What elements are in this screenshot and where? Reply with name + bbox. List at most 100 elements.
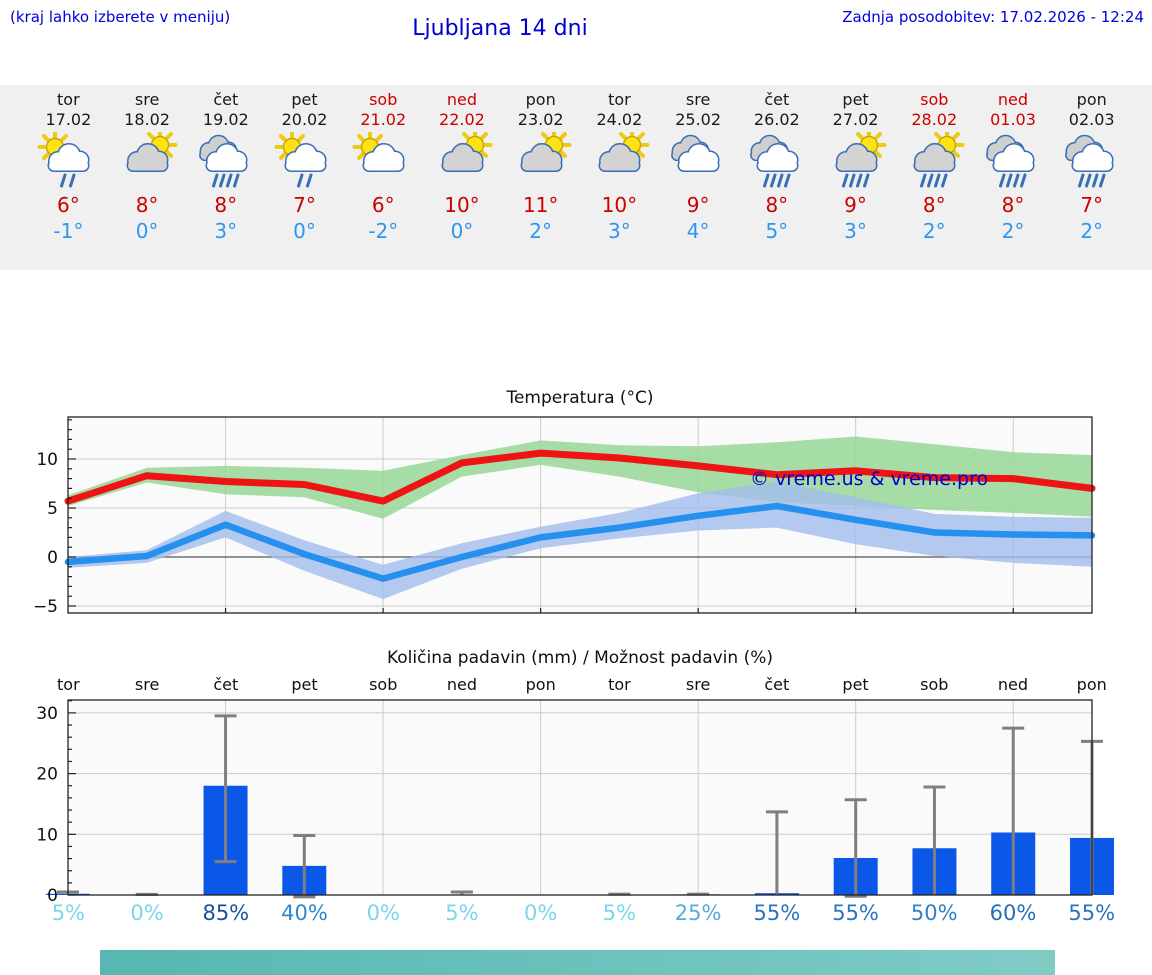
precip-day-label: pet	[291, 675, 318, 694]
day-date: 19.02	[202, 110, 249, 129]
percent-label: 25%	[674, 901, 722, 925]
precip-day-label: sre	[134, 675, 160, 694]
percent-label: 55%	[832, 901, 879, 925]
day-column-27.02: pet 27.02 9° 3°	[816, 85, 895, 270]
cloud-sun-icon	[429, 127, 495, 190]
percent-label: 0%	[366, 901, 400, 925]
sun-cloud-rain-icon	[823, 127, 889, 190]
high-temp: 11°	[522, 193, 559, 217]
percent-label: 5%	[51, 901, 86, 925]
day-date: 27.02	[832, 110, 879, 129]
page-title: Ljubljana 14 dni	[412, 16, 588, 41]
day-column-28.02: sob 28.02 8° 2°	[895, 85, 974, 270]
day-date: 01.03	[990, 110, 1036, 129]
day-column-02.03: pon 02.03 7° 2°	[1052, 85, 1131, 270]
day-name: sob	[920, 90, 949, 109]
low-temp: 3°	[214, 219, 238, 243]
low-temp: 2°	[529, 219, 553, 243]
precip-day-label: pet	[842, 675, 869, 694]
precip-day-label: tor	[608, 675, 631, 694]
sun-cloud-icon	[350, 129, 416, 190]
percent-label: 40%	[281, 901, 328, 925]
day-name: pon	[1076, 90, 1107, 109]
sun-cloud-light-rain-icon	[35, 129, 101, 190]
precip-chart-title: Količina padavin (mm) / Možnost padavin …	[386, 648, 773, 668]
low-temp: 3°	[844, 219, 867, 243]
day-name: pet	[291, 90, 318, 109]
low-temp: 5°	[765, 219, 789, 243]
percent-label: 55%	[1068, 901, 1116, 925]
day-name: pet	[842, 90, 869, 109]
high-temp: 9°	[844, 193, 867, 217]
precip-day-label: pon	[1076, 675, 1107, 694]
sun-cloud-rain-icon	[901, 127, 967, 190]
footer-banner[interactable]	[100, 950, 1055, 975]
day-name: tor	[608, 90, 631, 109]
day-column-20.02: pet 20.02 7° 0°	[265, 85, 344, 270]
day-column-18.02: sre 18.02 8° 0°	[108, 85, 187, 270]
precip-day-label: sob	[920, 675, 949, 694]
clouds-rain-icon	[1059, 132, 1125, 190]
low-temp: 2°	[1001, 219, 1025, 243]
precipitation-chart: 0 10 20 30	[36, 699, 1114, 905]
day-date: 25.02	[675, 110, 722, 129]
high-temp: 7°	[293, 193, 316, 217]
precip-day-label: sre	[685, 675, 711, 694]
day-name: sob	[369, 90, 398, 109]
high-temp: 8°	[922, 193, 946, 217]
day-name: čet	[764, 90, 790, 109]
day-name: čet	[213, 90, 239, 109]
day-name: tor	[57, 90, 80, 109]
high-temp: 8°	[765, 193, 789, 217]
header-menu-hint: (kraj lahko izberete v meniju)	[10, 8, 231, 26]
precip-day-label: ned	[997, 675, 1029, 694]
day-column-24.02: tor 24.02 10° 3°	[580, 85, 659, 270]
day-date: 28.02	[911, 110, 958, 129]
day-column-23.02: pon 23.02 11° 2°	[501, 85, 580, 270]
percent-label: 5%	[602, 901, 637, 925]
cloud-sun-icon	[508, 127, 574, 190]
low-temp: 0°	[293, 219, 316, 243]
day-name: ned	[997, 90, 1029, 109]
high-temp: 10°	[601, 193, 638, 217]
svg-text:10: 10	[36, 825, 58, 845]
low-temp: 3°	[608, 219, 631, 243]
day-name: sre	[685, 90, 711, 109]
low-temp: 0°	[450, 219, 474, 243]
percent-label: 0%	[524, 901, 558, 925]
temperature-chart: −5 0 5 10 © vreme.us & vreme.pro	[33, 416, 1096, 617]
day-date: 23.02	[517, 110, 564, 129]
low-temp: -2°	[368, 219, 399, 243]
high-temp: 9°	[686, 193, 710, 217]
day-date: 26.02	[753, 110, 800, 129]
day-date: 17.02	[45, 110, 92, 129]
high-temp: 7°	[1080, 193, 1104, 217]
clouds-icon	[665, 132, 731, 190]
high-temp: 6°	[371, 193, 395, 217]
high-temp: 8°	[1001, 193, 1025, 217]
forecast-strip: tor 17.02 6° -1° sre 18.02 8° 0° čet 19.02 8° 3° pet…	[0, 85, 1152, 270]
precip-day-label: pon	[525, 675, 556, 694]
svg-text:30: 30	[36, 704, 58, 724]
forecast-days: tor 17.02 6° -1° sre 18.02 8° 0° čet 19.02 8° 3° pet…	[29, 85, 1131, 270]
precip-day-label: ned	[446, 675, 478, 694]
svg-text:20: 20	[36, 765, 58, 785]
percent-label: 85%	[202, 901, 250, 925]
day-column-22.02: ned 22.02 10° 0°	[423, 85, 502, 270]
low-temp: 2°	[922, 219, 946, 243]
day-column-19.02: čet 19.02 8° 3°	[186, 85, 265, 270]
precip-day-label: sob	[369, 675, 398, 694]
precip-day-label: čet	[213, 675, 239, 694]
high-temp: 10°	[444, 193, 480, 217]
cloud-sun-icon	[114, 127, 180, 190]
svg-text:10: 10	[36, 450, 58, 470]
day-date: 22.02	[439, 110, 485, 129]
clouds-rain-icon	[193, 132, 259, 190]
high-temp: 6°	[56, 193, 80, 217]
high-temp: 8°	[214, 193, 238, 217]
low-temp: -1°	[53, 219, 84, 243]
day-date: 21.02	[360, 110, 407, 129]
low-temp: 4°	[686, 219, 710, 243]
svg-text:−5: −5	[33, 597, 58, 617]
day-column-26.02: čet 26.02 8° 5°	[737, 85, 816, 270]
